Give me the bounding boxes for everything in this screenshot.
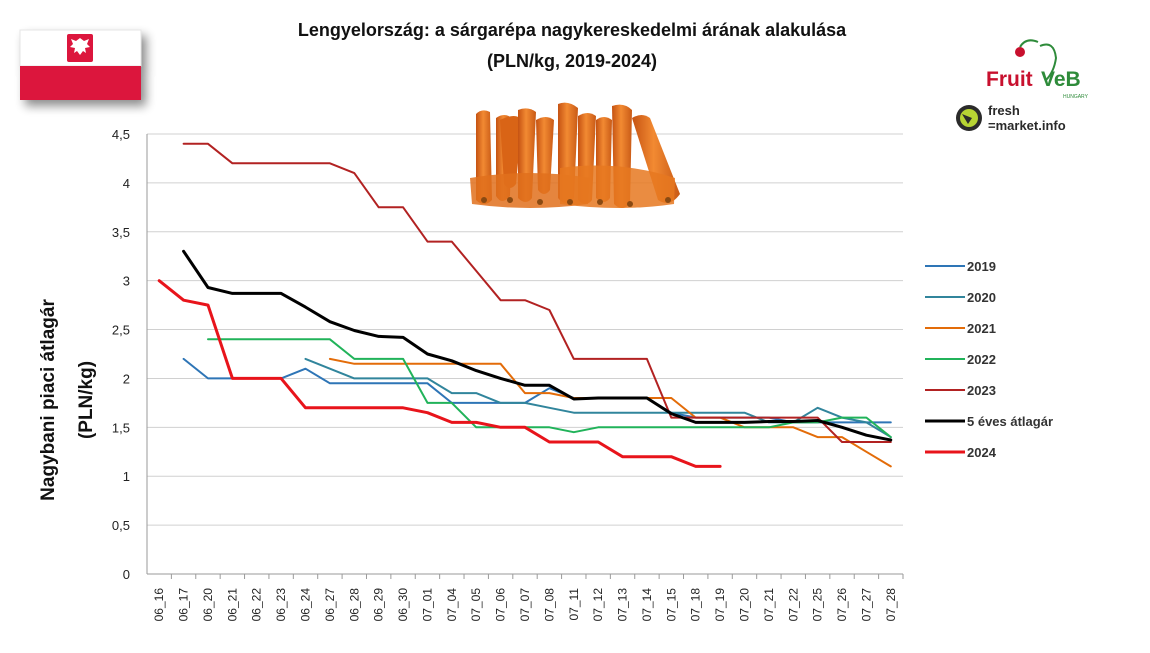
x-tick-label: 07_27 — [859, 588, 873, 622]
legend-label: 2021 — [967, 321, 996, 336]
series-line-2023 — [182, 142, 892, 443]
legend-label: 2022 — [967, 352, 996, 367]
x-axis-ticks: 06_16 06_17 06_20 06_21 06_22 06_23 06_24 06_27… — [152, 574, 904, 622]
x-tick-label: 07_06 — [494, 588, 508, 622]
x-tick-label: 06_16 — [152, 588, 166, 622]
x-tick-label: 07_11 — [567, 588, 581, 621]
x-tick-label: 07_05 — [469, 588, 483, 622]
chart-title-line1: Lengyelország: a sárgarépa nagykereskede… — [298, 20, 847, 40]
fruitveb-text-part1: Fruit — [986, 68, 1033, 91]
x-tick-label: 07_20 — [737, 588, 751, 622]
x-tick-label: 07_21 — [762, 588, 776, 622]
x-tick-label: 07_28 — [884, 588, 898, 622]
x-tick-label: 07_26 — [835, 588, 849, 622]
y-tick-label: 2,5 — [112, 323, 130, 338]
y-tick-label: 2 — [123, 371, 130, 386]
x-tick-label: 06_21 — [225, 588, 239, 622]
legend-label: 2023 — [967, 383, 996, 398]
series-line-5-éves-átlagár — [182, 249, 893, 442]
legend: 2019 2020 2021 2022 2023 5 éves átlagár 2024 — [925, 259, 1053, 460]
chart-title-line2: (PLN/kg, 2019-2024) — [487, 51, 657, 71]
series-line-2024 — [157, 279, 722, 468]
legend-label: 2020 — [967, 290, 996, 305]
series-line-2022 — [207, 338, 892, 439]
y-tick-label: 0,5 — [112, 518, 130, 533]
x-tick-label: 07_13 — [616, 588, 630, 622]
y-axis-ticks: 0 0,5 1 1,5 2 2,5 3 3,5 4 4,5 — [112, 127, 130, 582]
x-tick-label: 07_04 — [445, 588, 459, 622]
y-tick-label: 3,5 — [112, 225, 130, 240]
x-tick-label: 07_18 — [689, 588, 703, 622]
y-tick-label: 1,5 — [112, 420, 130, 435]
freshmarket-logo: fresh =market.info — [956, 103, 1066, 133]
y-tick-label: 4 — [123, 176, 130, 191]
x-tick-label: 06_29 — [372, 588, 386, 622]
y-tick-label: 4,5 — [112, 127, 130, 142]
x-tick-label: 06_27 — [323, 588, 337, 622]
x-tick-label: 07_01 — [420, 588, 434, 622]
x-tick-label: 06_30 — [396, 588, 410, 622]
freshmarket-text-line1: fresh — [988, 103, 1020, 118]
x-tick-label: 06_20 — [201, 588, 215, 622]
x-tick-label: 07_15 — [664, 588, 678, 622]
x-tick-label: 06_17 — [177, 588, 191, 622]
x-tick-label: 06_24 — [299, 588, 313, 622]
y-tick-label: 0 — [123, 567, 130, 582]
legend-label: 2024 — [967, 445, 997, 460]
x-tick-label: 07_19 — [713, 588, 727, 622]
x-tick-label: 06_28 — [347, 588, 361, 622]
x-tick-label: 07_22 — [786, 588, 800, 622]
y-axis-label: Nagybani piaci átlagár (PLN/kg) — [38, 299, 97, 501]
x-tick-label: 07_14 — [640, 588, 654, 622]
x-tick-label: 07_25 — [811, 588, 825, 622]
fruitveb-logo: Fruit VeB HUNGARY — [986, 39, 1089, 100]
series-lines — [157, 142, 893, 468]
fruitveb-subtext: HUNGARY — [1063, 94, 1089, 100]
y-axis-label-line2: (PLN/kg) — [76, 361, 97, 439]
x-tick-label: 07_07 — [518, 588, 532, 622]
x-tick-label: 06_22 — [250, 588, 264, 622]
eagle-emblem-icon — [67, 34, 93, 62]
fruitveb-text-part2: VeB — [1041, 68, 1081, 91]
x-tick-label: 06_23 — [274, 588, 288, 622]
x-tick-label: 07_08 — [542, 588, 556, 622]
legend-label: 2019 — [967, 259, 996, 274]
y-tick-label: 1 — [123, 469, 130, 484]
carrots-image — [470, 102, 680, 208]
legend-label: 5 éves átlagár — [967, 414, 1053, 429]
freshmarket-text-line2: =market.info — [988, 118, 1066, 133]
polish-flag-icon — [19, 29, 142, 100]
x-tick-label: 07_12 — [591, 588, 605, 622]
y-tick-label: 3 — [123, 274, 130, 289]
y-axis-label-line1: Nagybani piaci átlagár — [38, 299, 59, 501]
